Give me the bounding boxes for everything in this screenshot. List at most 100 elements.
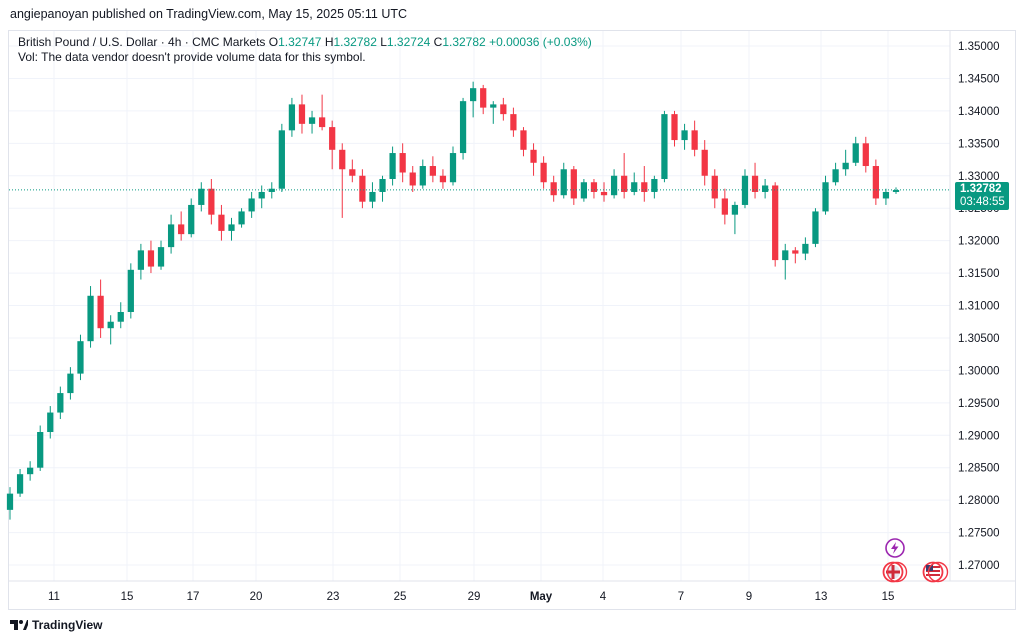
candle-body: [459, 101, 467, 154]
x-tick-label: 4: [600, 591, 607, 603]
candle-body: [631, 182, 638, 192]
y-tick-label: 1.34500: [958, 73, 1000, 85]
candle-body: [530, 149, 537, 163]
y-tick-label: 1.35000: [958, 41, 1000, 53]
candle-body: [27, 467, 34, 475]
candle-body: [711, 175, 718, 199]
x-tick-label: 9: [746, 591, 752, 603]
x-tick-label: 20: [250, 591, 263, 603]
candle-body: [37, 432, 44, 468]
candle-body: [641, 182, 648, 192]
candle-body: [248, 198, 255, 212]
y-tick-label: 1.29000: [958, 430, 1000, 442]
close-label: C: [433, 35, 443, 49]
lightning-event-icon[interactable]: [884, 537, 906, 564]
candle-body: [520, 130, 527, 150]
candle-body: [329, 127, 336, 150]
candle-body: [87, 295, 94, 342]
candle-body: [218, 214, 225, 231]
candle-body: [621, 175, 628, 192]
chart-grid: [9, 31, 1015, 582]
candle-body: [198, 188, 205, 205]
candle-body: [339, 149, 346, 170]
candle-body: [228, 224, 235, 231]
candle-body: [701, 149, 708, 176]
candle-body: [278, 130, 285, 189]
candle-body: [691, 130, 698, 150]
candle-body: [178, 224, 185, 235]
candle-body: [188, 204, 195, 235]
published-line: angiepanoyan published on TradingView.co…: [10, 7, 408, 21]
x-tick-label: 7: [678, 591, 684, 603]
candle-body: [792, 250, 799, 254]
candle-body: [318, 117, 326, 128]
candle-body: [671, 114, 678, 141]
candle-body: [560, 169, 567, 196]
candle-body: [167, 224, 175, 248]
open-value: 1.32747: [278, 35, 322, 49]
us-flag-event-icon[interactable]: [922, 561, 950, 588]
last-price-value: 1.32782: [960, 183, 1002, 195]
candle-body: [731, 204, 739, 215]
candle-body: [389, 153, 396, 179]
candle-body: [872, 166, 879, 199]
y-tick-label: 1.31500: [958, 268, 1000, 280]
candle-body: [137, 250, 145, 270]
candle-body: [681, 130, 688, 141]
candle-body: [47, 412, 54, 433]
candle-body: [439, 175, 447, 183]
candle-body: [540, 162, 547, 183]
candle-body: [349, 169, 356, 176]
candle-body: [409, 172, 416, 186]
candle-body: [832, 169, 839, 183]
low-label: L: [380, 35, 387, 49]
change-value: +0.00036 (+0.03%): [489, 35, 592, 49]
candle-body: [107, 321, 114, 329]
x-tick-label: 15: [882, 591, 895, 603]
candle-body: [480, 88, 487, 108]
candle-body: [500, 104, 507, 115]
candle-body: [429, 166, 436, 176]
chart-frame: [8, 30, 1016, 610]
candle-body: [852, 143, 859, 163]
y-tick-label: 1.30500: [958, 333, 1000, 345]
candle-body: [127, 269, 134, 312]
tradingview-logo[interactable]: TradingView: [10, 618, 102, 632]
candle-body: [882, 191, 890, 199]
candle-body: [600, 191, 608, 196]
candle-body: [57, 393, 64, 413]
y-tick-label: 1.33000: [958, 171, 1000, 183]
symbol-legend: British Pound / U.S. Dollar · 4h · CMC M…: [18, 34, 592, 50]
high-label: H: [324, 35, 334, 49]
candle-body: [772, 185, 779, 261]
candle-body: [570, 169, 577, 199]
candle-body: [892, 190, 900, 192]
candle-body: [258, 191, 265, 199]
candle-body: [580, 182, 588, 199]
bar-countdown: 03:48:55: [960, 196, 1005, 208]
uk-flag-event-icon[interactable]: [882, 561, 908, 588]
y-tick-label: 1.27000: [958, 560, 1000, 572]
candle-body: [117, 311, 124, 322]
x-tick-label: 17: [187, 591, 200, 603]
candle-body: [449, 153, 457, 183]
brand-name: TradingView: [32, 618, 103, 632]
candle-body: [812, 211, 819, 244]
candle-body: [510, 114, 517, 131]
tradingview-logo-icon: [10, 620, 28, 630]
candle-body: [470, 88, 477, 102]
candle-body: [419, 166, 426, 186]
candle-body: [6, 493, 14, 510]
y-tick-label: 1.31000: [958, 301, 1000, 313]
candle-body: [610, 175, 618, 196]
candles-layer: [6, 81, 900, 520]
candle-body: [298, 104, 306, 124]
candle-body: [359, 175, 366, 202]
candle-body: [77, 341, 84, 374]
candle-body: [651, 178, 658, 192]
candle-body: [490, 104, 497, 108]
high-value: 1.32782: [333, 35, 377, 49]
candle-body: [550, 182, 557, 196]
candle-body: [268, 188, 275, 192]
